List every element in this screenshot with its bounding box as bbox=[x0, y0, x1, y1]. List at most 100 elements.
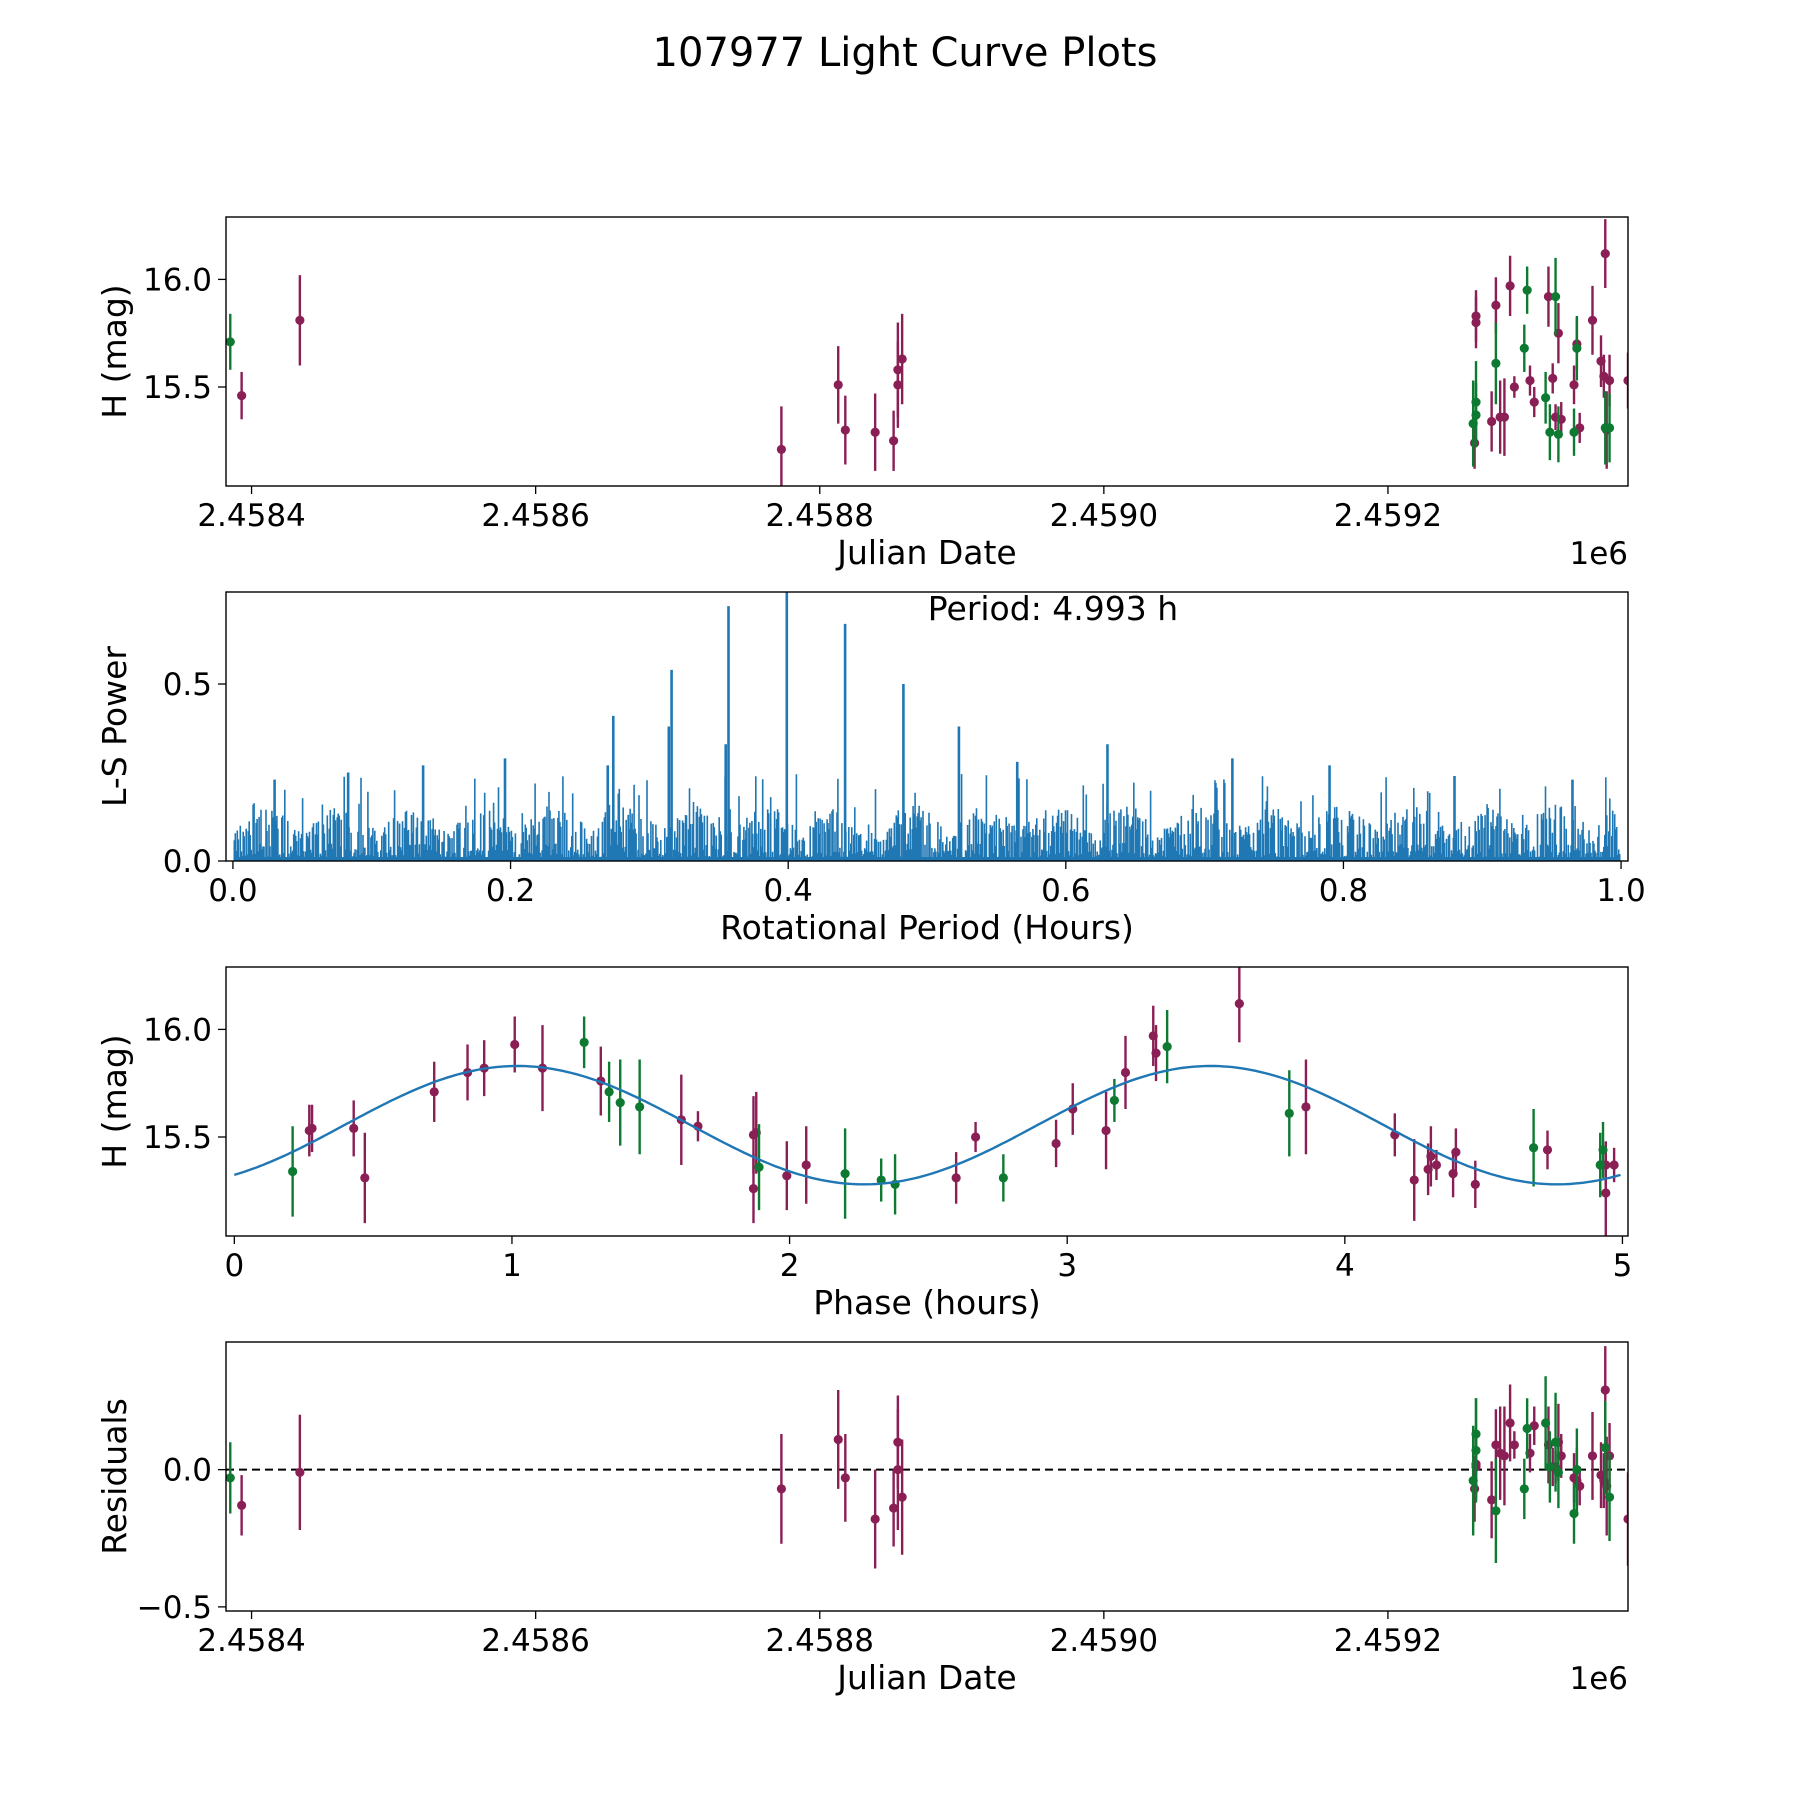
x-tick-label: 1.0 bbox=[1596, 873, 1645, 909]
x-offset-label: 1e6 bbox=[1569, 1661, 1628, 1697]
data-point bbox=[1469, 438, 1480, 448]
series-filter-b bbox=[226, 257, 1615, 467]
data-point bbox=[1646, 1545, 1655, 1554]
data-point bbox=[510, 1039, 520, 1050]
data-point bbox=[840, 1473, 850, 1483]
data-point bbox=[1598, 1145, 1608, 1155]
data-point bbox=[840, 1168, 850, 1179]
data-point bbox=[1640, 406, 1649, 415]
x-tick-label: 0.2 bbox=[486, 873, 535, 909]
data-point bbox=[1505, 1418, 1515, 1428]
data-point bbox=[970, 1132, 981, 1142]
data-point bbox=[1623, 1514, 1628, 1524]
y-tick-label: 0.0 bbox=[163, 844, 212, 880]
data-point bbox=[1545, 1462, 1555, 1472]
data-point bbox=[801, 1160, 811, 1170]
x-tick-label: 2.4584 bbox=[197, 1623, 305, 1659]
data-point bbox=[295, 1467, 305, 1477]
data-point bbox=[1469, 1484, 1480, 1494]
x-tick-label: 2.4590 bbox=[1050, 498, 1158, 534]
data-point bbox=[1491, 300, 1501, 310]
data-point bbox=[889, 436, 899, 446]
data-point bbox=[1569, 1508, 1579, 1519]
data-point bbox=[897, 1492, 907, 1502]
data-point bbox=[615, 1097, 625, 1108]
data-layer bbox=[226, 219, 1655, 486]
data-point bbox=[870, 427, 880, 437]
data-point bbox=[1587, 1451, 1598, 1461]
data-point bbox=[951, 1173, 961, 1183]
data-point bbox=[1431, 1160, 1442, 1170]
data-point bbox=[833, 1434, 843, 1445]
data-point bbox=[1451, 1147, 1461, 1157]
x-tick-label: 0.8 bbox=[1319, 873, 1368, 909]
data-point bbox=[1545, 427, 1555, 437]
data-layer bbox=[233, 967, 1621, 1236]
x-tick-label: 0.0 bbox=[208, 873, 257, 909]
data-point bbox=[1505, 281, 1515, 291]
y-tick-label: 0.0 bbox=[163, 1453, 212, 1489]
data-point bbox=[1499, 1451, 1510, 1461]
x-axis-label: Julian Date bbox=[835, 533, 1017, 572]
data-point bbox=[889, 1503, 899, 1513]
data-point bbox=[1491, 1506, 1501, 1516]
figure-title: 107977 Light Curve Plots bbox=[653, 30, 1158, 76]
data-point bbox=[1470, 1179, 1480, 1189]
data-point bbox=[349, 1123, 359, 1133]
data-point bbox=[1604, 375, 1615, 386]
x-tick-label: 0.4 bbox=[764, 873, 813, 909]
data-point bbox=[1604, 1492, 1615, 1502]
y-axis-label: L-S Power bbox=[95, 646, 134, 807]
data-point bbox=[1623, 375, 1628, 386]
data-point bbox=[288, 1166, 298, 1177]
x-axis-label: Julian Date bbox=[835, 1658, 1017, 1697]
data-point bbox=[1646, 428, 1655, 437]
data-point bbox=[1541, 393, 1551, 403]
x-tick-label: 4 bbox=[1335, 1248, 1355, 1284]
data-point bbox=[237, 391, 247, 401]
data-point bbox=[1600, 248, 1610, 259]
data-point bbox=[1543, 292, 1554, 302]
y-tick-label: −0.5 bbox=[137, 1590, 212, 1626]
data-point bbox=[1522, 285, 1532, 295]
data-point bbox=[1548, 373, 1558, 383]
data-point bbox=[776, 1484, 787, 1494]
x-tick-label: 2.4584 bbox=[197, 498, 305, 534]
axes-frame bbox=[225, 216, 1629, 487]
data-point bbox=[1509, 382, 1519, 392]
y-tick-label: 16.0 bbox=[143, 262, 212, 298]
x-tick-label: 3 bbox=[1057, 1248, 1077, 1284]
data-point bbox=[635, 1102, 645, 1112]
data-layer bbox=[226, 1346, 1655, 1569]
data-point bbox=[1553, 1467, 1563, 1477]
data-point bbox=[897, 354, 907, 364]
x-tick-label: 5 bbox=[1613, 1248, 1633, 1284]
data-point bbox=[1640, 1476, 1649, 1485]
x-axis-label: Rotational Period (Hours) bbox=[720, 908, 1134, 947]
series-filter-a bbox=[304, 967, 1619, 1236]
data-point bbox=[840, 425, 850, 435]
data-point bbox=[1569, 427, 1579, 437]
y-axis-label: H (mag) bbox=[95, 284, 134, 418]
data-point bbox=[1234, 998, 1244, 1009]
x-tick-label: 2 bbox=[780, 1248, 800, 1284]
data-point bbox=[1572, 343, 1582, 353]
data-point bbox=[1491, 358, 1501, 368]
data-point bbox=[1301, 1102, 1311, 1112]
data-point bbox=[1519, 343, 1529, 353]
data-point bbox=[1284, 1108, 1294, 1118]
data-point bbox=[237, 1500, 247, 1510]
axes-frame bbox=[225, 591, 1629, 862]
x-tick-label: 2.4588 bbox=[766, 1623, 874, 1659]
periodogram-panel: 0.0 0.2 0.4 0.6 0.8 1.0 0.0 0.5 Rotational Perio… bbox=[95, 589, 1646, 947]
data-point bbox=[1487, 1495, 1497, 1505]
y-axis-label: Residuals bbox=[95, 1398, 134, 1555]
data-point bbox=[998, 1173, 1008, 1183]
data-point bbox=[295, 315, 305, 325]
data-point bbox=[1101, 1125, 1111, 1136]
light-curve-panel: 2.4584 2.4586 2.4588 2.4590 2.4592 15.5 16.0 Ju… bbox=[95, 216, 1655, 572]
x-tick-label: 2.4588 bbox=[766, 498, 874, 534]
data-point bbox=[1587, 315, 1598, 325]
data-point bbox=[579, 1037, 589, 1047]
data-point bbox=[1529, 397, 1539, 407]
